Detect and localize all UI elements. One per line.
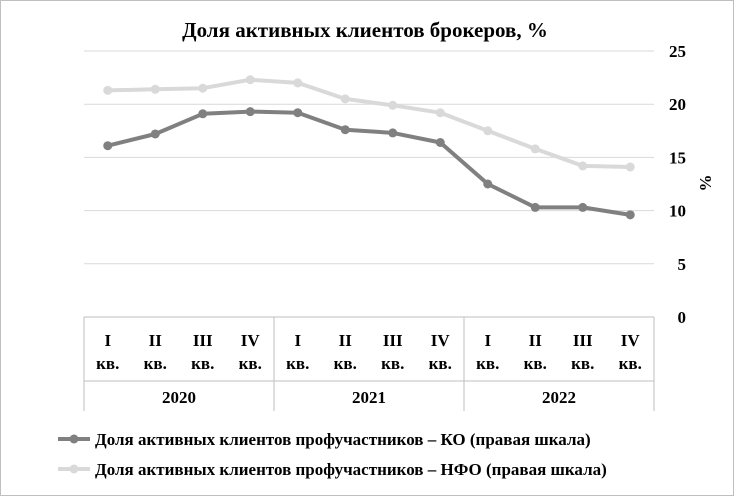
data-point: [388, 100, 398, 110]
data-point: [340, 125, 350, 135]
category-label: кв.: [191, 354, 214, 373]
y-tick-label: 25: [669, 42, 686, 61]
category-label: III: [193, 331, 213, 350]
data-point: [530, 144, 540, 154]
category-label: I: [104, 331, 111, 350]
series-layer: [103, 75, 635, 220]
category-label: кв.: [144, 354, 167, 373]
legend-marker: [69, 464, 79, 474]
category-label: IV: [431, 331, 451, 350]
category-label: кв.: [334, 354, 357, 373]
category-label: кв.: [619, 354, 642, 373]
legend: Доля активных клиентов профучастников – …: [58, 430, 607, 479]
data-point: [245, 107, 255, 117]
data-point: [150, 129, 160, 139]
data-point: [578, 202, 588, 212]
gridlines: [84, 50, 654, 265]
category-label: кв.: [286, 354, 309, 373]
data-point: [483, 126, 493, 136]
axes: [83, 316, 655, 411]
group-label: 2020: [162, 388, 196, 407]
category-label: кв.: [96, 354, 119, 373]
data-point: [293, 108, 303, 118]
series-line: [107, 109, 631, 217]
data-point: [435, 138, 445, 148]
data-point: [388, 128, 398, 138]
y-tick-label: 5: [678, 255, 687, 274]
category-label: I: [484, 331, 491, 350]
data-point: [530, 202, 540, 212]
y-tick-label: 0: [678, 308, 687, 327]
category-label: II: [149, 331, 163, 350]
category-label: кв.: [524, 354, 547, 373]
y-tick-label: 10: [669, 202, 686, 221]
data-point: [293, 78, 303, 88]
data-point: [198, 83, 208, 93]
y-axis-ticks: 0 5 10 15 20 25: [669, 42, 686, 327]
data-point: [625, 162, 635, 172]
data-point: [103, 85, 113, 95]
data-point: [103, 141, 113, 151]
series-line: [107, 77, 631, 169]
data-point: [340, 94, 350, 104]
category-label: кв.: [476, 354, 499, 373]
y-tick-label: 20: [669, 95, 686, 114]
category-label: IV: [241, 331, 261, 350]
category-label: II: [339, 331, 353, 350]
data-point: [198, 109, 208, 119]
chart-title: Доля активных клиентов брокеров, %: [182, 18, 548, 42]
data-point: [625, 210, 635, 220]
legend-marker: [69, 434, 79, 444]
category-label: IV: [621, 331, 641, 350]
category-label: I: [294, 331, 301, 350]
category-label: III: [383, 331, 403, 350]
data-point: [435, 108, 445, 118]
legend-label: Доля активных клиентов профучастников – …: [95, 460, 607, 479]
data-point: [483, 179, 493, 189]
category-label: кв.: [239, 354, 262, 373]
data-point: [578, 161, 588, 171]
category-axis: Iкв.IIкв.IIIкв.IVкв.2020Iкв.IIкв.IIIкв.I…: [96, 331, 642, 407]
data-point: [150, 84, 160, 94]
category-label: II: [529, 331, 543, 350]
category-label: кв.: [571, 354, 594, 373]
group-label: 2022: [542, 388, 576, 407]
group-label: 2021: [352, 388, 386, 407]
legend-label: Доля активных клиентов профучастников – …: [95, 430, 591, 449]
y-tick-label: 15: [669, 148, 686, 167]
category-label: III: [573, 331, 593, 350]
category-label: кв.: [429, 354, 452, 373]
y-axis-label: %: [696, 175, 715, 192]
category-label: кв.: [381, 354, 404, 373]
data-point: [245, 75, 255, 85]
